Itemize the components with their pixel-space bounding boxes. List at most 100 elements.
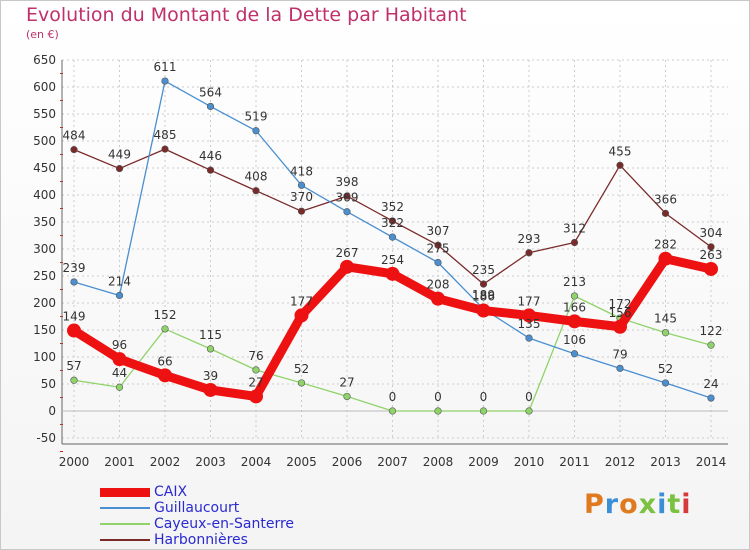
y-tick-label: 100 <box>33 350 56 364</box>
data-point <box>252 187 260 195</box>
y-tick-label: 300 <box>33 242 56 256</box>
data-point <box>343 392 351 401</box>
data-label: 0 <box>389 390 397 404</box>
legend-swatch <box>100 523 150 525</box>
y-tick-label: 650 <box>33 53 56 67</box>
data-point <box>297 379 306 387</box>
y-tick-label: 600 <box>33 80 56 94</box>
legend-label: Guillaucourt <box>154 500 240 516</box>
x-tick-label: 2000 <box>59 455 90 469</box>
data-label: 177 <box>518 294 541 308</box>
data-label: 293 <box>518 232 541 246</box>
data-label: 267 <box>336 246 359 260</box>
data-label: 312 <box>563 222 586 236</box>
data-label: 27 <box>339 375 354 389</box>
data-label: 214 <box>108 274 131 288</box>
data-point <box>707 394 715 402</box>
data-label: 186 <box>472 290 495 304</box>
data-label: 0 <box>434 390 442 404</box>
data-point <box>479 407 488 415</box>
data-label: 0 <box>480 390 488 404</box>
data-label: 79 <box>612 347 627 361</box>
data-point <box>434 258 442 267</box>
data-label: 398 <box>336 175 359 189</box>
legend-swatch <box>100 539 150 541</box>
data-point <box>158 368 172 383</box>
legend-label: CAIX <box>154 484 188 500</box>
x-tick-label: 2011 <box>559 455 590 469</box>
chart-title: Evolution du Montant de la Dette par Hab… <box>26 4 467 26</box>
data-point <box>707 341 715 349</box>
proxiti-logo: Proxiti <box>584 489 692 520</box>
data-point <box>112 352 127 367</box>
legend-swatch <box>100 507 150 509</box>
data-point <box>616 364 624 372</box>
data-point <box>385 266 400 281</box>
x-tick-label: 2004 <box>241 455 272 469</box>
data-label: 484 <box>63 129 86 143</box>
data-label: 519 <box>245 110 268 124</box>
y-tick-label: 500 <box>33 134 56 148</box>
data-label: 370 <box>290 190 313 204</box>
data-label: 27 <box>248 375 263 389</box>
data-label: 0 <box>525 390 533 404</box>
chart-subtitle: (en €) <box>26 28 59 41</box>
logo-letter: x <box>638 489 658 520</box>
x-tick-label: 2008 <box>423 455 454 469</box>
x-tick-label: 2001 <box>104 455 135 469</box>
data-label: 24 <box>703 377 718 391</box>
data-label: 177 <box>290 294 313 308</box>
data-label: 322 <box>381 216 404 230</box>
data-point <box>206 166 215 174</box>
data-label: 485 <box>154 128 177 142</box>
x-tick-label: 2012 <box>605 455 636 469</box>
data-point <box>388 407 397 415</box>
data-label: 152 <box>154 308 177 322</box>
logo-letter: o <box>619 489 639 520</box>
data-point <box>249 389 263 404</box>
logo-letter: i <box>681 489 692 520</box>
data-label: 208 <box>427 278 450 292</box>
data-point <box>570 238 579 247</box>
logo-letter: t <box>667 489 682 520</box>
data-point <box>297 181 306 189</box>
data-point <box>252 366 260 374</box>
data-label: 366 <box>654 192 677 206</box>
data-label: 44 <box>112 366 127 380</box>
data-label: 446 <box>199 149 222 163</box>
data-point <box>431 291 445 306</box>
data-point <box>476 303 491 318</box>
data-label: 449 <box>108 148 131 162</box>
data-label: 263 <box>700 248 723 262</box>
x-tick-label: 2002 <box>150 455 181 469</box>
y-tick-label: 350 <box>33 215 56 229</box>
data-label: 66 <box>157 354 172 368</box>
data-point <box>252 127 260 135</box>
data-label: 52 <box>658 362 673 376</box>
y-tick-label: -50 <box>36 431 56 445</box>
x-tick-label: 2014 <box>696 455 727 469</box>
data-point <box>525 334 533 342</box>
y-tick-label: 450 <box>33 161 56 175</box>
data-label: 418 <box>290 164 313 178</box>
data-point <box>658 251 673 266</box>
y-tick-label: 150 <box>33 323 56 337</box>
data-point <box>525 407 533 415</box>
x-tick-label: 2006 <box>332 455 363 469</box>
y-tick-label: 250 <box>33 269 56 283</box>
data-label: 122 <box>700 324 723 338</box>
data-point <box>479 280 488 288</box>
data-label: 235 <box>472 263 495 277</box>
data-point <box>115 291 124 300</box>
x-tick-label: 2007 <box>377 455 408 469</box>
data-label: 611 <box>154 60 177 74</box>
logo-letter: r <box>604 489 620 520</box>
data-label: 115 <box>199 328 222 342</box>
data-label: 156 <box>609 306 632 320</box>
y-tick-label: 50 <box>41 377 56 391</box>
data-point <box>613 319 627 334</box>
data-label: 304 <box>700 226 723 240</box>
data-point <box>434 241 442 249</box>
data-label: 39 <box>203 369 218 383</box>
